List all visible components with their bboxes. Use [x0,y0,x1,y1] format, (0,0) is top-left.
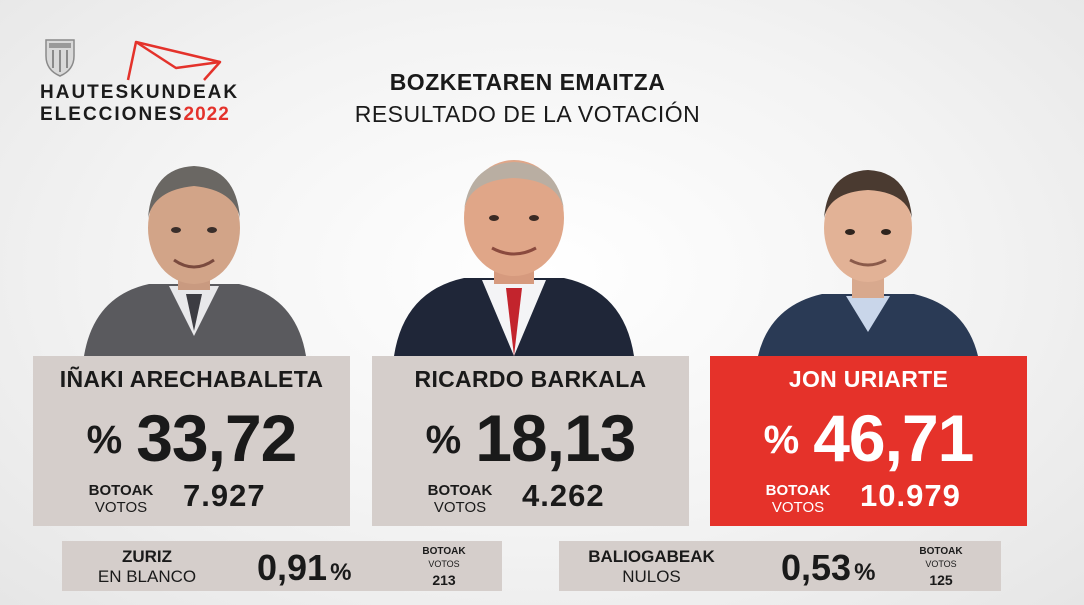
blank-votes-count: 213 [432,572,456,588]
elections-logo: HAUTESKUNDEAK ELECCIONES2022 [40,38,240,128]
logo-text-spanish: ELECCIONES2022 [40,104,230,126]
null-label-spanish: NULOS [622,567,681,586]
blank-label-basque: ZURIZ [121,547,173,566]
percent-sign: % [86,418,123,462]
percent-value: 33,72 [136,401,297,475]
percent-sign: % [425,418,462,462]
votes-label-spanish: VOTOS [94,499,148,516]
votes-label-spanish: VOTOS [771,499,825,516]
candidate-photo-uriarte [748,156,988,356]
null-percent-sign: % [854,559,876,586]
null-percent-value: 0,53 [781,547,852,588]
blank-votes: BOTOAK VOTOS 213 [414,546,474,588]
logo-text-basque: HAUTESKUNDEAK [40,82,240,103]
votes-count: 4.262 [522,478,605,513]
results-title: BOZKETAREN EMAITZA RESULTADO DE LA VOTAC… [300,68,755,128]
votes-count: 10.979 [860,478,961,513]
blank-votes-label-basque: BOTOAK [422,546,466,557]
candidate-name: IÑAKI ARECHABALETA [59,366,324,392]
title-basque: BOZKETAREN EMAITZA [389,69,666,95]
candidate-card-arechabaleta: IÑAKI ARECHABALETA % 33,72 BOTOAK VOTOS 7… [33,356,350,526]
logo-text-elecciones: ELECCIONES [40,104,184,125]
percent-value: 18,13 [475,401,636,475]
blank-percent: 0,91% [257,547,351,589]
null-votes: BOTOAK VOTOS 125 [911,546,971,588]
candidate-photo-arechabaleta [74,156,314,356]
null-label-basque: BALIOGABEAK [588,547,715,566]
votes-label-basque: BOTOAK [88,482,154,499]
candidate-percent: % 18,13 [372,400,689,476]
votes-label: BOTOAK VOTOS [81,482,161,516]
blank-votes-strip: ZURIZ EN BLANCO 0,91% BOTOAK VOTOS 213 [62,541,502,591]
candidate-card-uriarte: JON URIARTE % 46,71 BOTOAK VOTOS 10.979 [710,356,1027,526]
votes-label: BOTOAK VOTOS [758,482,838,516]
blank-label-spanish: EN BLANCO [97,567,197,586]
null-votes-strip: BALIOGABEAK NULOS 0,53% BOTOAK VOTOS 125 [559,541,1001,591]
candidate-percent: % 46,71 [710,400,1027,476]
percent-value: 46,71 [813,401,974,475]
null-label: BALIOGABEAK NULOS [579,547,724,587]
null-votes-label-basque: BOTOAK [919,546,963,557]
blank-percent-value: 0,91 [257,547,328,588]
blank-label: ZURIZ EN BLANCO [82,547,212,587]
candidate-name: RICARDO BARKALA [414,366,647,392]
candidate-photo-barkala [394,156,634,356]
club-crest-icon [44,38,76,78]
votes-label-basque: BOTOAK [427,482,493,499]
votes-label: BOTOAK VOTOS [420,482,500,516]
candidate-percent: % 33,72 [33,400,350,476]
null-percent: 0,53% [781,547,875,589]
blank-votes-label-spanish: VOTOS [428,559,460,569]
votes-label-spanish: VOTOS [433,499,487,516]
null-votes-count: 125 [929,572,953,588]
envelope-outline-icon [124,38,224,82]
candidate-name: JON URIARTE [788,366,949,392]
blank-percent-sign: % [330,559,352,586]
percent-sign: % [763,418,800,462]
candidate-card-barkala: RICARDO BARKALA % 18,13 BOTOAK VOTOS 4.26… [372,356,689,526]
votes-label-basque: BOTOAK [765,482,831,499]
votes-count: 7.927 [183,478,266,513]
null-votes-label-spanish: VOTOS [925,559,957,569]
title-spanish: RESULTADO DE LA VOTACIÓN [354,101,701,127]
logo-year: 2022 [183,104,230,125]
